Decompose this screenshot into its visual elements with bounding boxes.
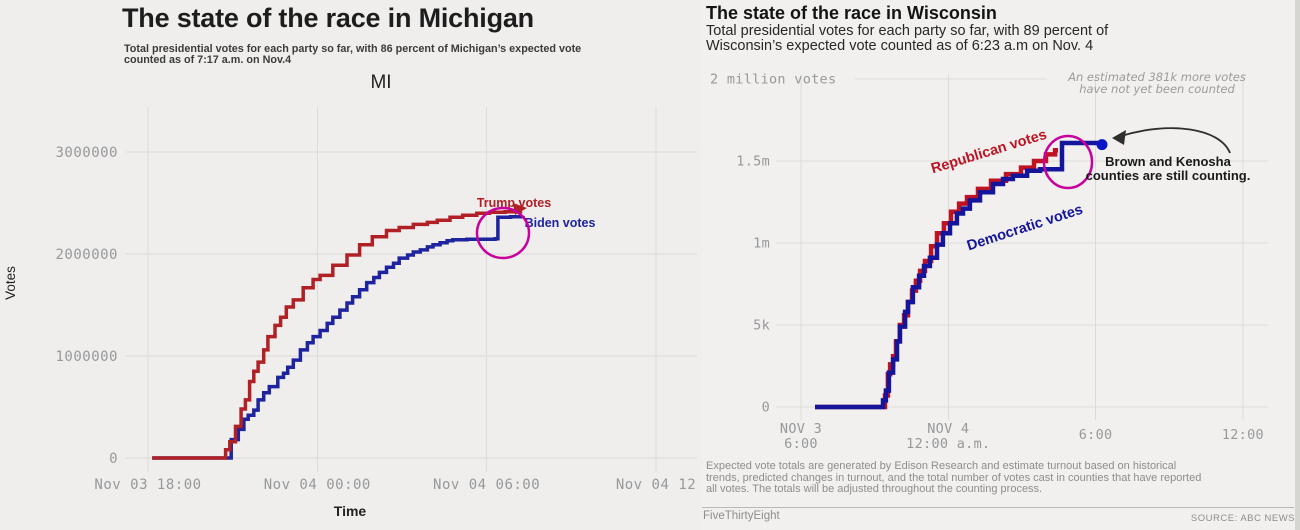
estimate-annotation-line1: An estimated 381k more votes [1067,70,1246,84]
michigan-highlight-circle [475,206,531,260]
series-path-democratic-votes [815,140,1105,410]
x-tick-label: Nov 04 12 [616,477,696,493]
wisconsin-subtitle: Total presidential votes for each party … [706,24,1108,54]
source-credit: SOURCE: ABC NEWS [1190,513,1295,524]
michigan-subtitle: Total presidential votes for each party … [124,44,654,65]
x-tick-label: Nov 03 18:00 [94,477,201,493]
x-tick-label: 12:00 [1222,427,1264,443]
wisconsin-title: The state of the race in Wisconsin [706,3,997,23]
michigan-panel: The state of the race in Michigan Total … [3,3,697,519]
y-tick-label: 1000000 [55,349,118,365]
michigan-subtitle-line1: Total presidential votes for each party … [124,43,582,55]
y-tick-label: 1m [753,236,770,252]
wisconsin-gridlines [776,74,1268,420]
wisconsin-subtitle-line2: Wisconsin’s expected vote counted as of … [706,38,1094,54]
fivethirtyeight-brand: FiveThirtyEight [703,510,780,522]
x-axis-title: Time [334,503,367,519]
wisconsin-panel: The state of the race in Wisconsin Total… [702,0,1300,530]
michigan-chart: Nov 03 18:00 Nov 04 00:00 Nov 04 06:00 Nov … [3,72,697,519]
wisconsin-series [815,139,1108,410]
callout-line2: counties are still counting. [1086,168,1251,183]
democratic-votes-label: Democratic votes [965,202,1085,255]
biden-votes-label: Biden votes [525,216,596,230]
y-tick-label: 0 [762,400,770,416]
x-tick-label: Nov 04 00:00 [264,477,371,493]
y-tick-label: 2000000 [55,247,118,263]
x-tick-label: Nov 04 06:00 [433,477,540,493]
callout-line1: Brown and Kenosha [1105,154,1231,169]
michigan-tick-labels: Nov 03 18:00 Nov 04 00:00 Nov 04 06:00 Nov … [55,145,696,493]
y-tick-label: 0 [109,451,118,467]
michigan-title: The state of the race in Michigan [122,3,534,33]
x-tick-label: 6:00 [1079,427,1113,443]
michigan-state-label: MI [370,72,391,93]
y-axis-title: Votes [3,266,18,300]
wisconsin-footnote: Expected vote totals are generated by Ed… [706,460,1202,496]
michigan-subtitle-line2: counted as of 7:17 a.m. on Nov.4 [124,53,292,66]
series-path-biden-votes [152,215,526,460]
callout-arrow [1120,127,1231,154]
trump-votes-label: Trump votes [477,196,551,210]
x-tick-label: 6:00 [784,436,818,452]
callout-arrowhead [1112,130,1126,145]
series-path-republican-votes [815,148,1058,410]
x-tick-label: NOV 3 [780,421,822,437]
screenshot-edge [1295,0,1300,530]
michigan-series [152,209,526,460]
y-tick-label: 5k [753,318,770,334]
x-tick-label: 12:00 a.m. [906,436,990,452]
uncounted-votes-end-dot [1096,139,1108,151]
estimate-annotation-line2: have not yet been counted [1079,82,1235,96]
x-tick-label: NOV 4 [927,421,969,437]
wisconsin-subtitle-line1: Total presidential votes for each party … [706,23,1109,39]
michigan-gridlines [126,107,697,472]
y-tick-label: 2 million votes [710,72,836,88]
y-tick-label: 3000000 [55,145,118,161]
footer-divider [702,507,1294,508]
wisconsin-highlight-circle [1042,134,1094,190]
series-path-trump-votes [152,209,523,460]
y-tick-label: 1.5m [736,154,770,170]
